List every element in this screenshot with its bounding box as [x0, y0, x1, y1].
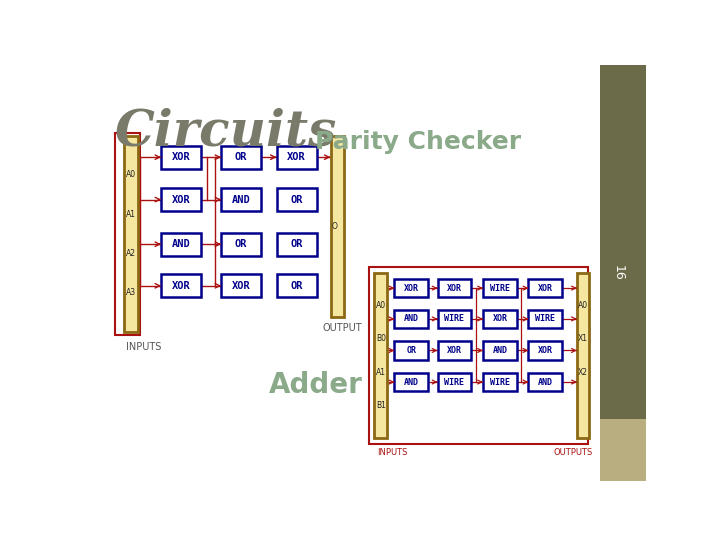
Text: A2: A2 — [126, 249, 135, 258]
Bar — [221, 274, 261, 298]
Bar — [577, 273, 589, 438]
Text: Circuits: Circuits — [115, 107, 337, 156]
Text: 16: 16 — [611, 265, 624, 281]
Text: OUTPUTS: OUTPUTS — [554, 448, 593, 457]
Bar — [276, 146, 317, 169]
Text: X2: X2 — [577, 368, 588, 376]
Text: B1: B1 — [376, 401, 386, 410]
Text: A0: A0 — [376, 301, 386, 310]
Text: A0: A0 — [577, 301, 588, 310]
Bar — [161, 146, 201, 169]
Text: AND: AND — [404, 377, 419, 387]
Bar — [395, 373, 428, 392]
Text: WIRE: WIRE — [536, 314, 555, 323]
Bar — [483, 309, 517, 328]
Bar — [483, 341, 517, 360]
Text: XOR: XOR — [447, 284, 462, 293]
Text: XOR: XOR — [538, 284, 553, 293]
Text: B0: B0 — [376, 334, 386, 343]
Text: AND: AND — [232, 194, 251, 205]
Text: OUTPUT: OUTPUT — [323, 323, 362, 333]
Bar — [438, 309, 472, 328]
Bar — [374, 273, 387, 438]
Bar — [528, 309, 562, 328]
Text: Adder: Adder — [269, 372, 363, 399]
Text: A3: A3 — [126, 288, 136, 297]
Text: XOR: XOR — [404, 284, 419, 293]
Bar — [438, 341, 472, 360]
Text: A1: A1 — [376, 368, 386, 376]
Bar — [221, 146, 261, 169]
Text: INPUTS: INPUTS — [126, 342, 161, 352]
Bar — [221, 188, 261, 211]
Bar — [395, 309, 428, 328]
Text: A1: A1 — [126, 210, 135, 219]
Text: WIRE: WIRE — [490, 377, 510, 387]
Bar — [115, 132, 140, 335]
Bar — [276, 188, 317, 211]
Bar — [124, 136, 138, 332]
Text: WIRE: WIRE — [444, 377, 464, 387]
Bar — [528, 279, 562, 298]
Text: A0: A0 — [126, 171, 136, 179]
Text: OR: OR — [235, 239, 248, 249]
Text: XOR: XOR — [538, 346, 553, 355]
Bar — [438, 373, 472, 392]
Bar — [161, 274, 201, 298]
Text: AND: AND — [404, 314, 419, 323]
Bar — [330, 136, 344, 316]
Bar — [161, 233, 201, 256]
Bar — [483, 373, 517, 392]
Text: OR: OR — [290, 194, 303, 205]
Text: Parity Checker: Parity Checker — [315, 130, 521, 154]
Text: O: O — [332, 221, 338, 231]
Text: OR: OR — [235, 152, 248, 162]
Text: OR: OR — [406, 346, 416, 355]
Text: WIRE: WIRE — [490, 284, 510, 293]
Text: OR: OR — [290, 281, 303, 291]
Bar — [438, 279, 472, 298]
Text: XOR: XOR — [492, 314, 508, 323]
Bar — [600, 419, 647, 481]
Bar — [395, 341, 428, 360]
Text: XOR: XOR — [172, 281, 191, 291]
Text: XOR: XOR — [447, 346, 462, 355]
Text: AND: AND — [172, 239, 191, 249]
Bar — [369, 267, 588, 444]
Text: OR: OR — [290, 239, 303, 249]
Text: WIRE: WIRE — [444, 314, 464, 323]
Text: XOR: XOR — [287, 152, 306, 162]
Bar — [528, 341, 562, 360]
Bar — [483, 279, 517, 298]
Bar — [221, 233, 261, 256]
Text: INPUTS: INPUTS — [377, 448, 407, 457]
Bar — [161, 188, 201, 211]
Bar — [395, 279, 428, 298]
Text: AND: AND — [538, 377, 553, 387]
Bar — [528, 373, 562, 392]
Text: XOR: XOR — [172, 194, 191, 205]
Text: XOR: XOR — [172, 152, 191, 162]
Text: X1: X1 — [577, 334, 588, 343]
Bar — [600, 65, 647, 481]
Text: AND: AND — [492, 346, 508, 355]
Bar — [276, 274, 317, 298]
Text: XOR: XOR — [232, 281, 251, 291]
Bar — [276, 233, 317, 256]
